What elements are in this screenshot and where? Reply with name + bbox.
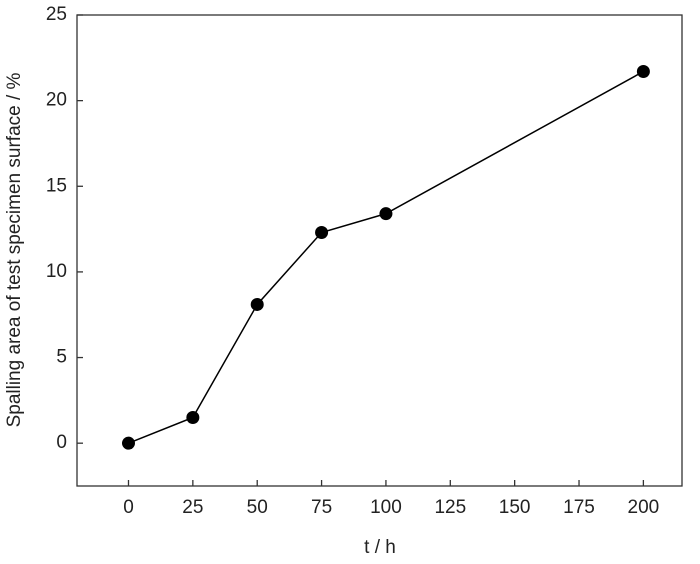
x-tick-label: 75 bbox=[311, 497, 332, 518]
y-tick-label: 10 bbox=[46, 261, 67, 282]
data-point bbox=[250, 297, 264, 311]
plot-frame bbox=[76, 14, 683, 487]
data-point bbox=[315, 226, 329, 240]
data-point bbox=[636, 65, 650, 79]
y-tick-label: 20 bbox=[46, 90, 67, 111]
data-point bbox=[379, 207, 393, 221]
y-tick-label: 25 bbox=[46, 4, 67, 25]
x-tick-label: 25 bbox=[182, 497, 203, 518]
x-tick-label: 0 bbox=[123, 497, 134, 518]
data-point bbox=[186, 410, 200, 424]
x-tick-label: 150 bbox=[499, 497, 531, 518]
x-tick-label: 100 bbox=[370, 497, 402, 518]
x-tick-label: 200 bbox=[628, 497, 660, 518]
x-tick-label: 125 bbox=[434, 497, 466, 518]
x-tick-label: 50 bbox=[247, 497, 268, 518]
data-point bbox=[121, 436, 135, 450]
y-tick-label: 15 bbox=[46, 175, 67, 196]
series-line bbox=[128, 70, 644, 444]
y-tick-label: 5 bbox=[56, 347, 67, 368]
y-axis-label: Spalling area of test specimen surface /… bbox=[4, 72, 25, 427]
y-tick-label: 0 bbox=[56, 432, 67, 453]
x-tick-label: 175 bbox=[563, 497, 595, 518]
x-axis-label: t / h bbox=[364, 537, 396, 558]
